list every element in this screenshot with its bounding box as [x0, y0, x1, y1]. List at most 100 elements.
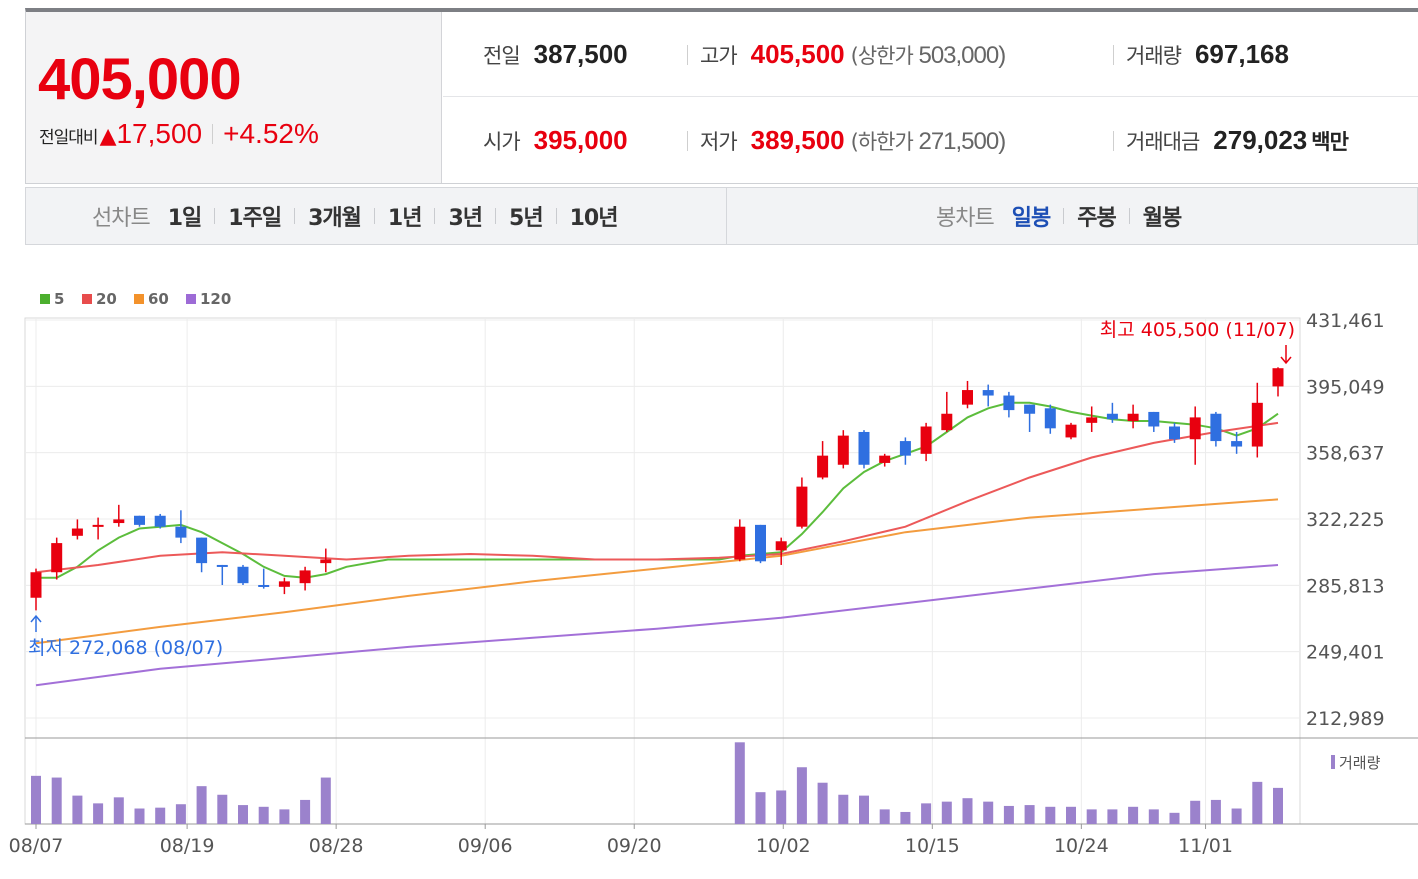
- price-summary: 405,000 전일대비 ▲ 17,500 +4.52% 전일 387,500 …: [25, 8, 1418, 184]
- candle: [1065, 422, 1077, 440]
- candle: [796, 477, 808, 529]
- volume-bar: [175, 804, 186, 824]
- volume-bar: [1086, 809, 1097, 824]
- volume-bar: [734, 742, 745, 824]
- prev-close-value: 387,500: [533, 39, 628, 69]
- candle-body: [113, 519, 125, 524]
- stock-chart[interactable]: 5 20 60 120 431,461 395,049 358,637 322,225 285…: [0, 248, 1418, 879]
- tab-10year[interactable]: 10년: [569, 206, 619, 231]
- candle: [982, 384, 994, 407]
- tab-daily[interactable]: 일봉: [1011, 206, 1051, 231]
- min-arrow-head: [30, 614, 42, 623]
- volume-legend-label: 거래량: [1339, 754, 1381, 772]
- moving-average-lines: [35, 401, 1279, 687]
- volume-bar: [320, 777, 331, 824]
- candle-body: [196, 537, 208, 564]
- legend-label: 120: [200, 290, 231, 308]
- candle-body: [92, 524, 104, 527]
- volume: 거래량 697,168: [1113, 12, 1289, 97]
- price-stats: 전일 387,500 고가 405,500 (상한가 503,000) 거래량 …: [443, 12, 1418, 183]
- candle-body: [941, 413, 953, 431]
- candle: [30, 568, 42, 611]
- amount-unit: 백만: [1311, 129, 1349, 154]
- prev-close: 전일 387,500: [483, 12, 628, 97]
- tab-5year[interactable]: 5년: [509, 206, 544, 231]
- volume-bar: [983, 801, 994, 824]
- candle-body: [817, 455, 829, 478]
- candle: [154, 513, 166, 529]
- chart-legend: 5 20 60 120: [40, 290, 231, 308]
- volume-bar: [134, 808, 145, 824]
- current-price: 405,000: [38, 47, 242, 112]
- candle-body: [1086, 417, 1098, 423]
- volume-bar: [900, 811, 911, 824]
- candle-body: [1272, 368, 1284, 387]
- volume-bar: [962, 798, 973, 824]
- candle: [320, 548, 332, 573]
- chart-period-tabs: 선차트 1일 1주일 3개월 1년 3년 5년 10년 봉차트 일봉 주봉 월봉: [25, 187, 1418, 245]
- candle-body: [1189, 417, 1201, 440]
- low-value: 389,500: [750, 125, 845, 155]
- candle-body: [320, 559, 332, 564]
- tab-1day[interactable]: 1일: [167, 206, 203, 231]
- high-value: 405,500: [750, 39, 845, 69]
- candle-body: [837, 435, 849, 465]
- candle: [1044, 404, 1056, 434]
- candle: [258, 568, 270, 589]
- candle-body: [775, 541, 787, 551]
- max-arrow-head: [1280, 356, 1292, 365]
- divider: [434, 208, 436, 224]
- volume-bar: [300, 799, 311, 824]
- divider: [214, 208, 216, 224]
- volume-bar: [1190, 800, 1201, 824]
- tab-1week[interactable]: 1주일: [228, 206, 282, 231]
- volume-bar: [1024, 805, 1035, 824]
- volume-bar: [1169, 812, 1180, 824]
- legend-swatch: [134, 294, 144, 304]
- candle: [1086, 406, 1098, 432]
- divider: [373, 208, 375, 224]
- candle-body: [1251, 402, 1263, 447]
- tab-monthly[interactable]: 월봉: [1142, 206, 1182, 231]
- candle: [1127, 404, 1139, 429]
- candle-body: [899, 441, 911, 456]
- volume-legend-swatch: [1331, 755, 1335, 769]
- price-change: 전일대비 ▲ 17,500 +4.52%: [39, 118, 319, 150]
- divider: [1113, 44, 1114, 65]
- volume-bar: [941, 801, 952, 824]
- amount-label: 거래대금: [1126, 129, 1200, 154]
- candle: [962, 380, 973, 409]
- volume-bar: [921, 803, 932, 824]
- tab-1year[interactable]: 1년: [387, 206, 423, 231]
- low-label: 저가: [700, 129, 738, 154]
- volume-bars: 거래량: [31, 742, 1381, 824]
- line-chart-label: 선차트: [92, 206, 151, 231]
- candle: [278, 577, 290, 595]
- legend-label: 5: [54, 290, 64, 308]
- candle: [113, 504, 125, 527]
- volume-bar: [51, 777, 62, 824]
- candle: [899, 437, 911, 465]
- chart-annotations: 최고 405,500 (11/07) 최저 272,068 (08/07): [28, 319, 1295, 659]
- candle: [775, 537, 787, 565]
- candle: [92, 517, 104, 540]
- volume-bar: [1045, 806, 1056, 824]
- high-label: 고가: [700, 43, 738, 68]
- candle-body: [299, 570, 311, 584]
- divider: [495, 208, 497, 224]
- divider: [294, 208, 296, 224]
- chart-grid: [24, 317, 1418, 825]
- candle: [817, 441, 829, 480]
- candle: [134, 515, 145, 527]
- candle-body: [1024, 404, 1036, 414]
- tab-3year[interactable]: 3년: [448, 206, 483, 231]
- volume-bar: [1107, 809, 1118, 824]
- candle-body: [216, 564, 228, 567]
- candle: [755, 524, 766, 564]
- tab-3month[interactable]: 3개월: [308, 206, 362, 231]
- y-tick-label: 285,813: [1306, 575, 1385, 597]
- tab-weekly[interactable]: 주봉: [1077, 206, 1116, 231]
- candle-body: [71, 528, 83, 536]
- candle-body: [1127, 413, 1139, 422]
- candle-body: [879, 455, 891, 463]
